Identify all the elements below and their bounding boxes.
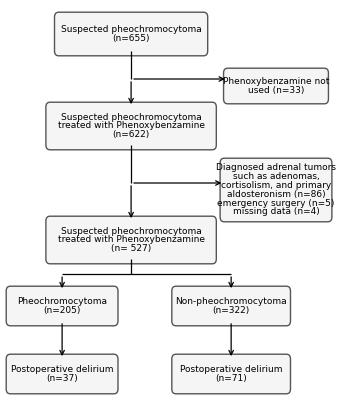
Text: (n= 527): (n= 527) [111,244,151,253]
Text: Pheochromocytoma: Pheochromocytoma [17,297,107,306]
Text: (n=37): (n=37) [46,374,78,383]
Text: (n=322): (n=322) [213,306,250,315]
FancyBboxPatch shape [6,286,118,326]
Text: Suspected pheochromocytoma: Suspected pheochromocytoma [61,227,201,236]
FancyBboxPatch shape [55,12,208,56]
Text: Suspected pheochromocytoma: Suspected pheochromocytoma [61,25,201,34]
FancyBboxPatch shape [46,102,216,150]
Text: used (n=33): used (n=33) [248,86,304,95]
Text: treated with Phenoxybenzamine: treated with Phenoxybenzamine [58,236,205,244]
Text: Postoperative delirium: Postoperative delirium [11,365,114,374]
FancyBboxPatch shape [224,68,328,104]
Text: Non-pheochromocytoma: Non-pheochromocytoma [175,297,287,306]
FancyBboxPatch shape [6,354,118,394]
Text: aldosteronism (n=86): aldosteronism (n=86) [227,190,325,199]
Text: treated with Phenoxybenzamine: treated with Phenoxybenzamine [58,122,205,130]
Text: Diagnosed adrenal tumors: Diagnosed adrenal tumors [216,164,336,172]
Text: emergency surgery (n=5): emergency surgery (n=5) [217,199,335,208]
Text: Suspected pheochromocytoma: Suspected pheochromocytoma [61,113,201,122]
Text: such as adenomas,: such as adenomas, [233,172,319,181]
Text: cortisolism, and primary: cortisolism, and primary [221,181,331,190]
Text: (n=71): (n=71) [215,374,247,383]
FancyBboxPatch shape [220,158,332,222]
FancyBboxPatch shape [46,216,216,264]
FancyBboxPatch shape [172,286,290,326]
Text: (n=622): (n=622) [112,130,150,139]
Text: (n=655): (n=655) [112,34,150,43]
Text: missing data (n=4): missing data (n=4) [233,208,319,216]
Text: Phenoxybenzamine not: Phenoxybenzamine not [223,77,329,86]
FancyBboxPatch shape [172,354,290,394]
Text: (n=205): (n=205) [43,306,81,315]
Text: Postoperative delirium: Postoperative delirium [180,365,283,374]
